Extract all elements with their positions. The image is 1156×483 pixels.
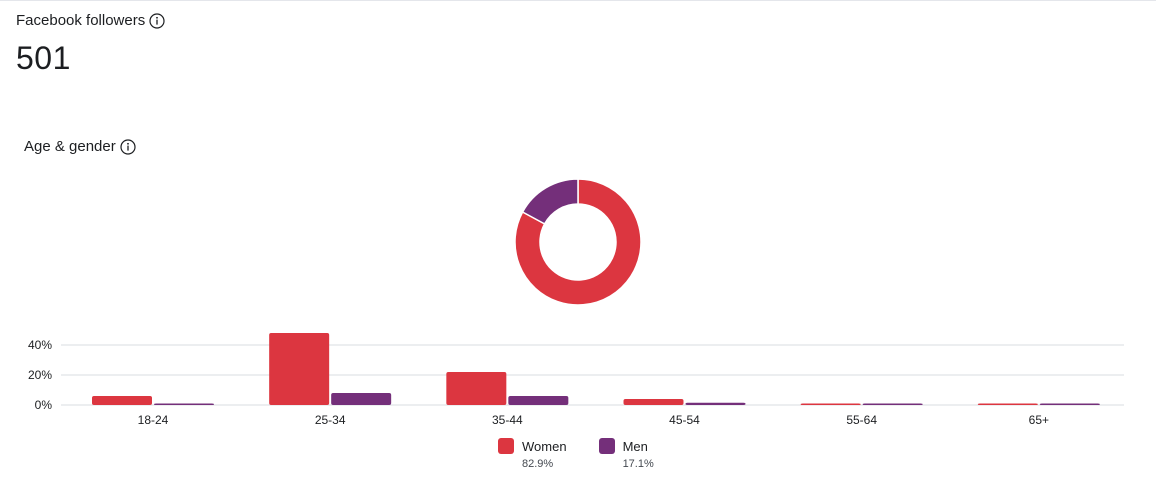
legend-percent: 82.9% xyxy=(522,458,554,470)
y-tick-label: 40% xyxy=(28,338,52,352)
x-tick-label-25-34: 25-34 xyxy=(315,413,346,427)
bar-women-35-44 xyxy=(446,372,507,405)
men-swatch xyxy=(598,438,615,454)
bar-women-25-34 xyxy=(269,333,330,405)
x-tick-label-65+: 65+ xyxy=(1029,413,1049,427)
bar-women-55-64 xyxy=(800,403,861,405)
bar-men-25-34 xyxy=(331,393,392,405)
bar-men-45-54 xyxy=(685,402,746,405)
section-title: Age & gender xyxy=(24,138,116,155)
y-tick-label: 0% xyxy=(35,398,53,412)
bar-men-18-24 xyxy=(154,403,214,405)
bar-men-35-44 xyxy=(508,396,569,405)
y-tick-label: 20% xyxy=(28,368,52,382)
women-swatch xyxy=(498,438,514,454)
x-tick-label-45-54: 45-54 xyxy=(669,413,700,427)
x-tick-label-18-24: 18-24 xyxy=(138,413,169,427)
legend-item-women[interactable]: Women 82.9% xyxy=(498,438,567,470)
age-bar-chart: 0% 20% 40% 18-24 25-34 35-44 45-54 55-64 65+ xyxy=(28,333,1124,427)
follower-count: 501 xyxy=(16,40,71,76)
bar-women-45-54 xyxy=(623,399,684,405)
x-tick-label-55-64: 55-64 xyxy=(846,413,877,427)
info-icon[interactable] xyxy=(120,138,136,155)
donut-slice-women xyxy=(514,178,642,306)
x-tick-label-35-44: 35-44 xyxy=(492,413,523,427)
legend-label: Men xyxy=(622,438,648,454)
followers-header: Facebook followers xyxy=(16,12,165,29)
top-divider xyxy=(0,0,1156,1)
legend-item-men[interactable]: Men 17.1% xyxy=(598,438,654,470)
gender-donut-chart xyxy=(514,178,642,306)
info-icon[interactable] xyxy=(149,12,165,29)
chart-legend: Women 82.9% Men 17.1% xyxy=(498,438,654,470)
bar-women-65+ xyxy=(977,403,1038,405)
bar-men-55-64 xyxy=(862,403,923,405)
legend-percent: 17.1% xyxy=(622,458,654,470)
legend-label: Women xyxy=(522,438,567,454)
age-gender-header: Age & gender xyxy=(24,138,136,155)
bar-women-18-24 xyxy=(92,396,152,405)
donut-slice-men xyxy=(521,178,579,225)
page-title: Facebook followers xyxy=(16,12,146,29)
bar-men-65+ xyxy=(1039,403,1100,405)
